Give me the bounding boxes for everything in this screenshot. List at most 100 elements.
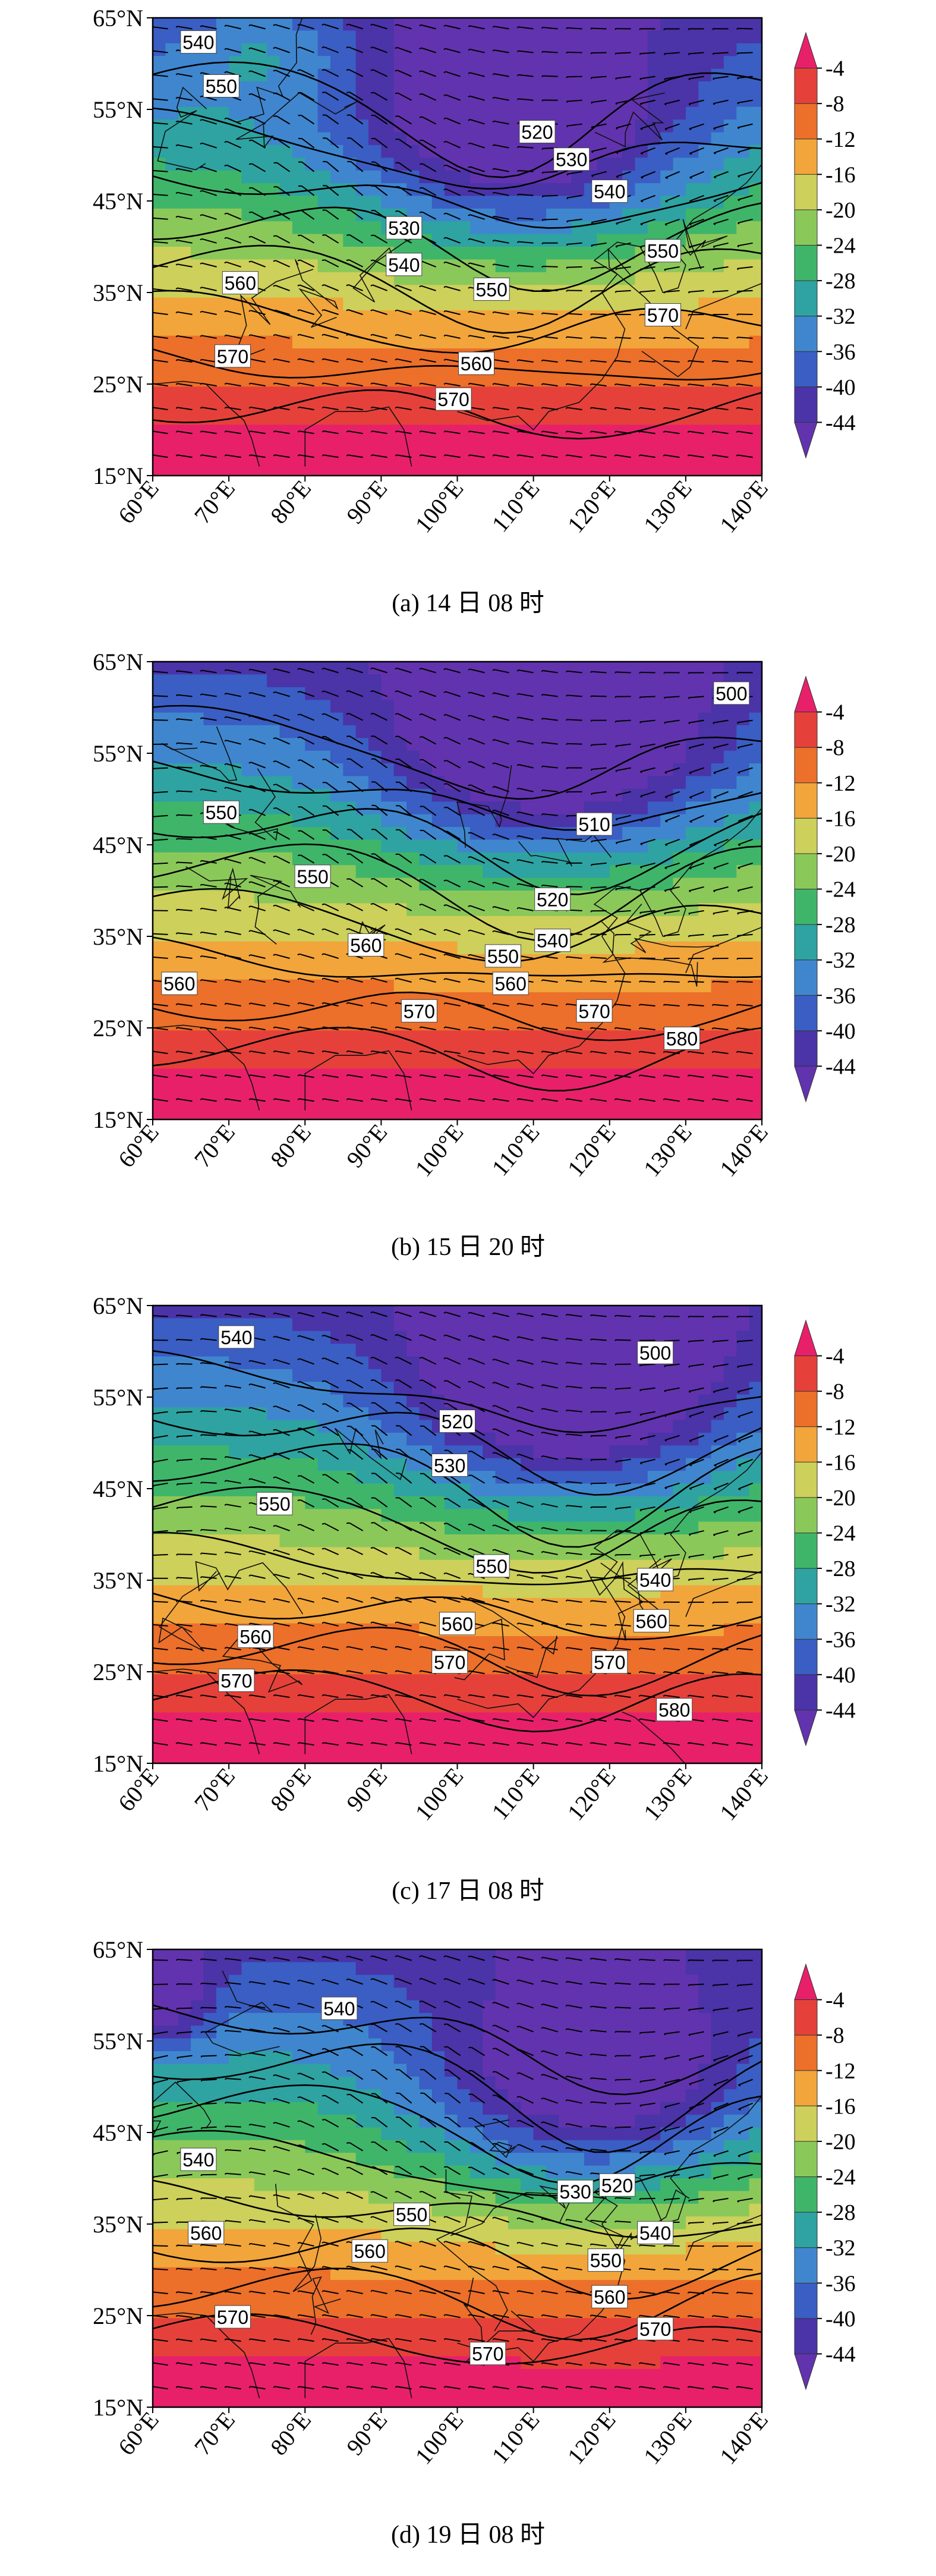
wind-barb [374, 1425, 388, 1436]
wind-barb [300, 1404, 315, 1413]
wind-barb [399, 782, 412, 792]
wind-barb-flag [224, 1432, 226, 1435]
wind-barb [275, 309, 290, 315]
wind-barb-flag [737, 245, 739, 248]
wind-barb [396, 454, 412, 458]
wind-barb-flag [248, 334, 251, 336]
wind-barb-flag [322, 1548, 325, 1550]
wind-barb-flag [590, 769, 593, 771]
colorbar-segment [794, 675, 818, 713]
wind-barb [664, 1458, 680, 1465]
wind-barb-flag [736, 1671, 738, 1674]
wind-barb-flag [322, 1026, 324, 1028]
wind-barb [688, 454, 704, 458]
wind-barb [201, 2338, 217, 2342]
wind-barb-flag [737, 1366, 739, 1369]
wind-barb [616, 838, 631, 844]
colorbar-segment [794, 2318, 818, 2355]
wind-barb [348, 1955, 363, 1961]
wind-barb-flag [468, 929, 471, 932]
wind-barb [225, 1385, 241, 1389]
wind-barb [177, 2007, 193, 2009]
y-tick-label: 35°N [93, 279, 143, 306]
colorbar-segment [794, 1638, 818, 1675]
boundary-line [682, 219, 728, 269]
wind-barb [275, 2146, 290, 2152]
wind-barb [399, 2116, 412, 2128]
wind-barb [421, 904, 437, 911]
contour-label: 550 [256, 1492, 293, 1515]
wind-barb-flag [640, 819, 643, 822]
wind-barb [275, 1358, 290, 1365]
wind-barb [543, 2027, 558, 2033]
wind-barb [201, 741, 217, 745]
wind-barb [591, 242, 607, 246]
wind-barb-flag [273, 46, 276, 49]
wind-barb-flag [590, 888, 593, 889]
wind-barb-flag [687, 1004, 689, 1007]
wind-barb-flag [200, 2362, 202, 2364]
x-tick-label: 100°E [409, 475, 468, 538]
wind-barb [201, 214, 217, 220]
wind-barb-flag [565, 1505, 568, 1507]
wind-barb [591, 2386, 607, 2390]
wind-barb-flag [565, 1718, 568, 1721]
wind-barb-flag [688, 246, 691, 249]
wind-barb [688, 1959, 704, 1961]
boundary-line [304, 1050, 412, 1111]
wind-barb-flag [175, 1098, 178, 1100]
wind-barb-flag [638, 1647, 641, 1650]
wind-barb-flag [443, 1742, 446, 1744]
wind-barb [299, 2002, 314, 2009]
contour-label: 510 [576, 812, 613, 836]
wind-barb [300, 1475, 315, 1484]
wind-barb [298, 1718, 314, 1722]
wind-barb-flag [468, 1027, 470, 1029]
wind-barb-flag [516, 1694, 519, 1697]
wind-barb [494, 1358, 509, 1365]
wind-barb-flag [297, 1358, 300, 1360]
wind-barb [397, 2001, 412, 2009]
wind-barb-flag [565, 2362, 568, 2364]
wind-barb-flag [370, 1621, 373, 1624]
wind-barb [421, 713, 437, 721]
wind-barb [250, 1050, 266, 1055]
wind-barb-flag [371, 735, 374, 737]
wind-barb [615, 407, 631, 411]
wind-barb [615, 266, 631, 270]
wind-barb-flag [736, 1625, 738, 1627]
wind-barb [396, 1718, 412, 1722]
colorbar-segment [794, 1999, 818, 2036]
wind-barb [566, 1623, 582, 1627]
wind-barb [396, 1955, 412, 1961]
wind-barb [323, 1098, 339, 1102]
wind-barb [225, 2030, 241, 2033]
contour-label: 570 [215, 344, 251, 368]
wind-barb [153, 241, 168, 244]
contour-label-text: 540 [182, 32, 214, 54]
wind-barb [177, 1600, 193, 1603]
wind-barb [372, 1311, 387, 1317]
wind-barb [323, 1979, 339, 1985]
wind-barb [493, 383, 509, 387]
wind-barb [713, 2007, 729, 2011]
y-tick-label: 45°N [93, 2119, 143, 2146]
wind-barb [688, 2007, 704, 2011]
wind-barb-flag [346, 407, 348, 409]
wind-barb-flag [516, 1501, 519, 1504]
wind-barb [471, 2142, 486, 2152]
wind-barb-flag [297, 1548, 300, 1550]
wind-barb-flag [687, 1695, 689, 1697]
wind-barb-flag [273, 2098, 276, 2100]
wind-barb-flag [200, 214, 203, 216]
wind-barb-flag [565, 1481, 568, 1483]
wind-barb-flag [590, 2314, 592, 2317]
wind-barb-flag [713, 2034, 716, 2037]
wind-barb [615, 242, 631, 247]
wind-barb-flag [614, 2338, 616, 2341]
wind-barb [347, 1098, 363, 1102]
wind-barb-flag [492, 49, 494, 52]
x-tick-label: 90°E [341, 2407, 392, 2461]
wind-barb-flag [738, 1511, 740, 1514]
wind-barb-flag [614, 1600, 616, 1603]
